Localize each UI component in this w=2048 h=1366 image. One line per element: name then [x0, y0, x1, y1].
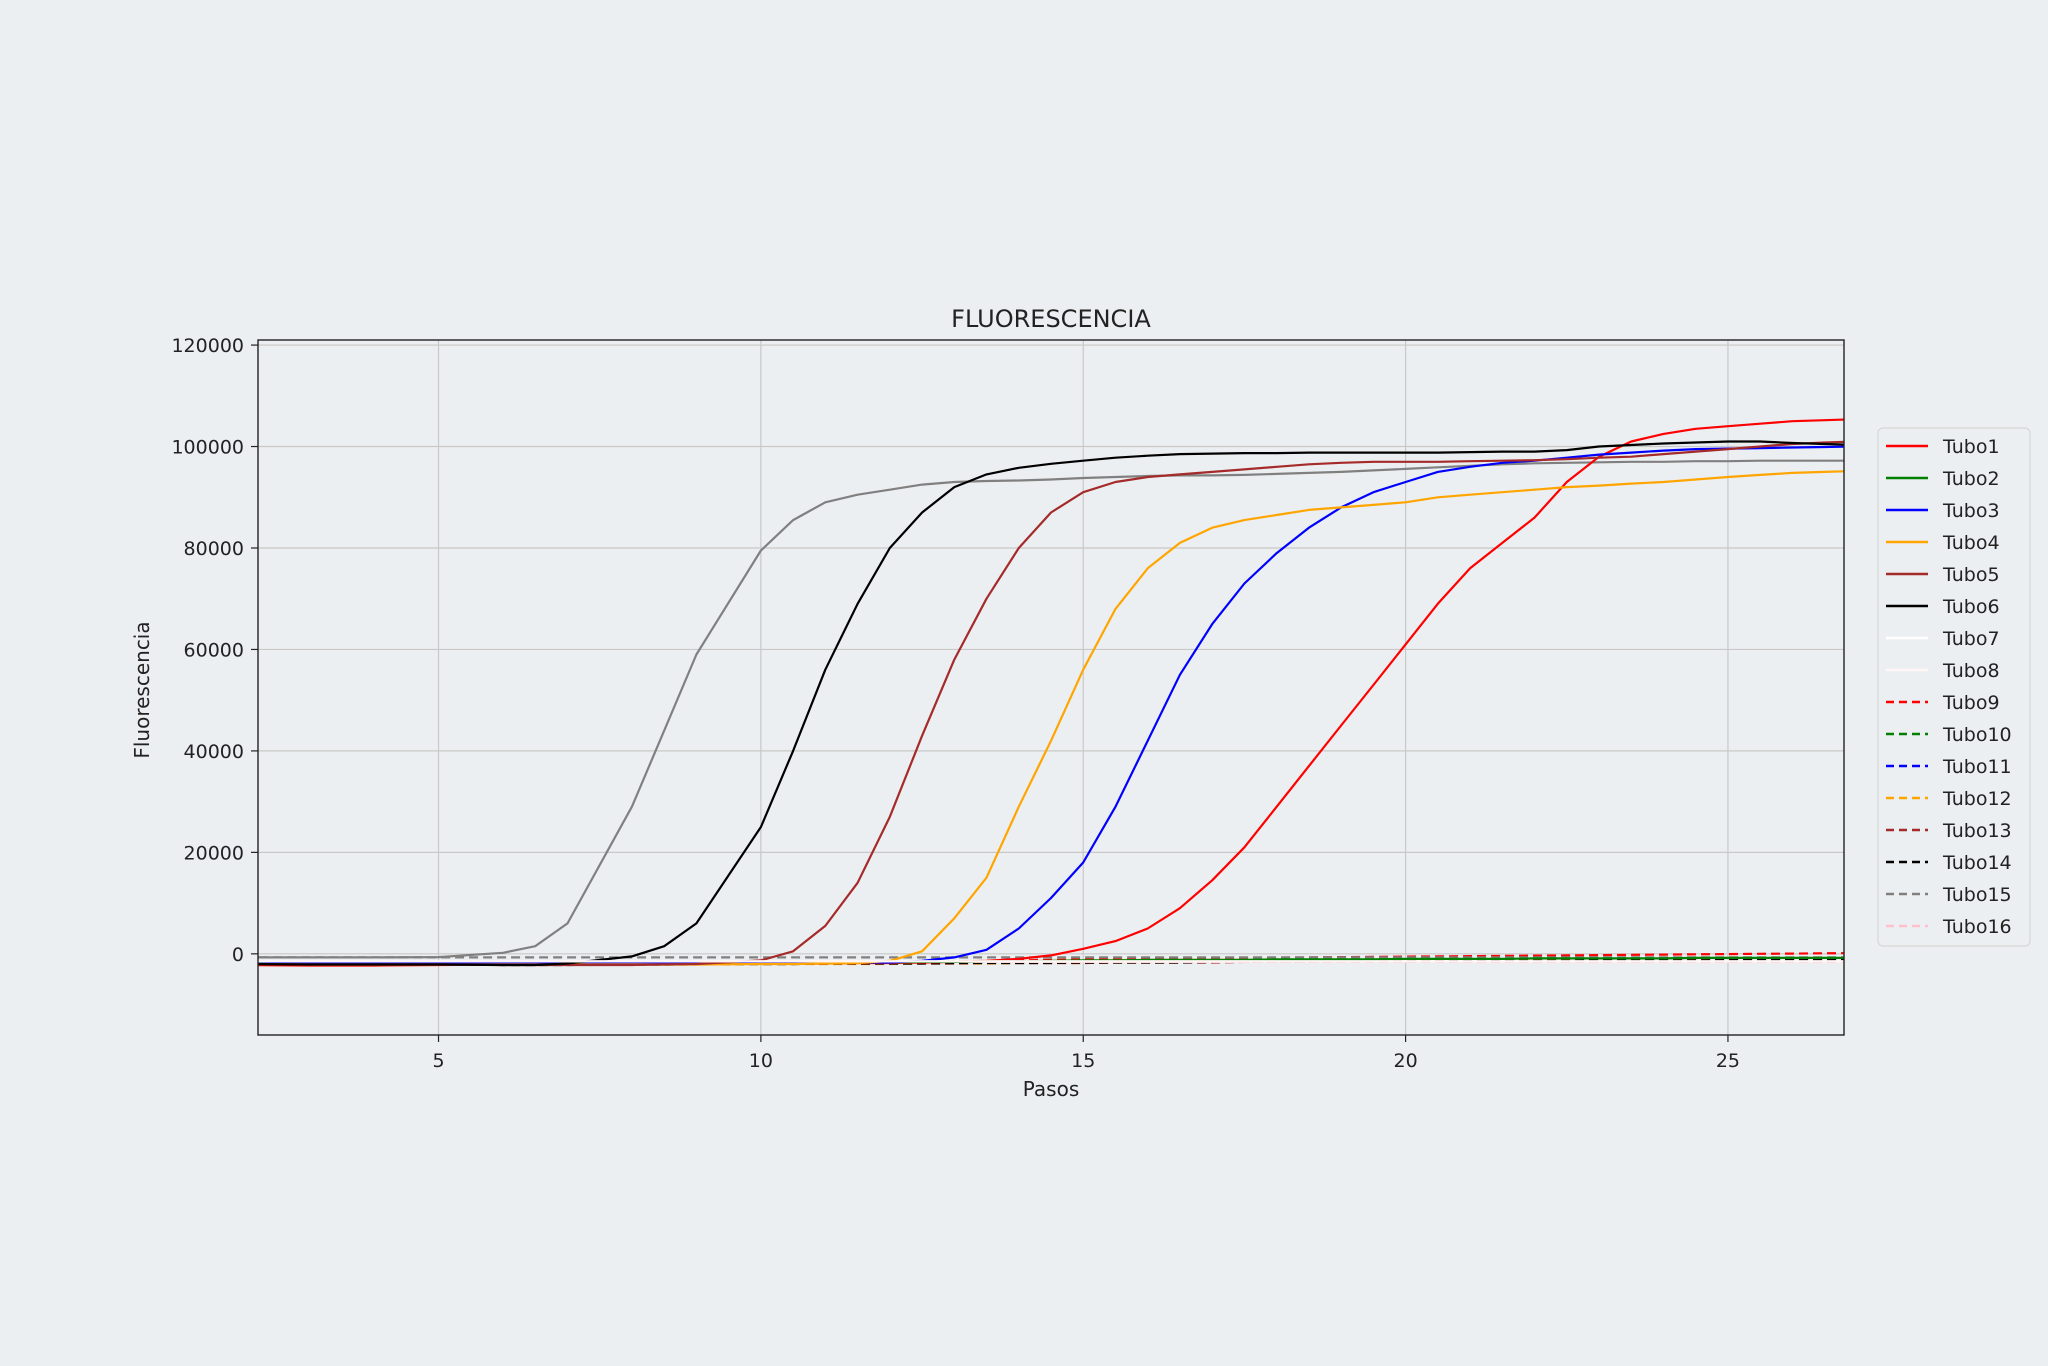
- x-tick-label: 20: [1393, 1050, 1417, 1072]
- y-tick-label: 120000: [171, 335, 244, 357]
- y-tick-label: 60000: [184, 639, 244, 661]
- legend-label-tubo3: Tubo3: [1942, 500, 2000, 522]
- legend-label-tubo12: Tubo12: [1942, 788, 2012, 810]
- y-axis-ticks: 0 20000 40000 60000 80000 100000 120000: [171, 335, 258, 966]
- legend-label-tubo8: Tubo8: [1942, 660, 2000, 682]
- y-tick-label: 80000: [184, 538, 244, 560]
- legend-label-tubo9: Tubo9: [1942, 692, 2000, 714]
- legend-label-tubo16: Tubo16: [1942, 916, 2012, 938]
- legend-label-tubo1: Tubo1: [1942, 436, 2000, 458]
- legend-label-tubo14: Tubo14: [1942, 852, 2012, 874]
- plot-frame: [257, 339, 1845, 1036]
- y-tick-label: 0: [232, 944, 244, 966]
- series-lines: [258, 418, 1844, 967]
- legend: Tubo1 Tubo2 Tubo3 Tubo4 Tubo5 Tubo6 Tubo7 Tubo8…: [1877, 427, 2031, 947]
- series-line-tubo3: [258, 445, 1844, 965]
- y-tick-label: 100000: [171, 437, 244, 459]
- legend-label-tubo2: Tubo2: [1942, 468, 2000, 490]
- legend-label-tubo13: Tubo13: [1942, 820, 2012, 842]
- x-tick-label: 10: [749, 1050, 773, 1072]
- x-tick-label: 25: [1716, 1050, 1740, 1072]
- legend-box: [1877, 427, 2031, 947]
- series-line-tubo6: [258, 440, 1844, 967]
- legend-label-tubo6: Tubo6: [1942, 596, 2000, 618]
- x-axis-ticks: 5 10 15 20 25: [432, 1035, 1740, 1072]
- y-tick-label: 20000: [184, 842, 244, 864]
- y-axis-label: Fluorescencia: [130, 621, 154, 758]
- series-line-tubo5: [258, 440, 1844, 967]
- plot-area: [258, 340, 1844, 1035]
- x-tick-label: 5: [432, 1050, 444, 1072]
- legend-label-tubo11: Tubo11: [1942, 756, 2012, 778]
- y-tick-label: 40000: [184, 741, 244, 763]
- legend-label-tubo10: Tubo10: [1942, 724, 2012, 746]
- grid-lines: [258, 340, 1844, 1035]
- x-axis-label: Pasos: [1023, 1077, 1080, 1101]
- legend-label-tubo5: Tubo5: [1942, 564, 2000, 586]
- legend-label-tubo15: Tubo15: [1942, 884, 2012, 906]
- legend-label-tubo4: Tubo4: [1942, 532, 2000, 554]
- chart-title: FLUORESCENCIA: [951, 305, 1151, 333]
- x-tick-label: 15: [1071, 1050, 1095, 1072]
- legend-label-tubo7: Tubo7: [1942, 628, 2000, 650]
